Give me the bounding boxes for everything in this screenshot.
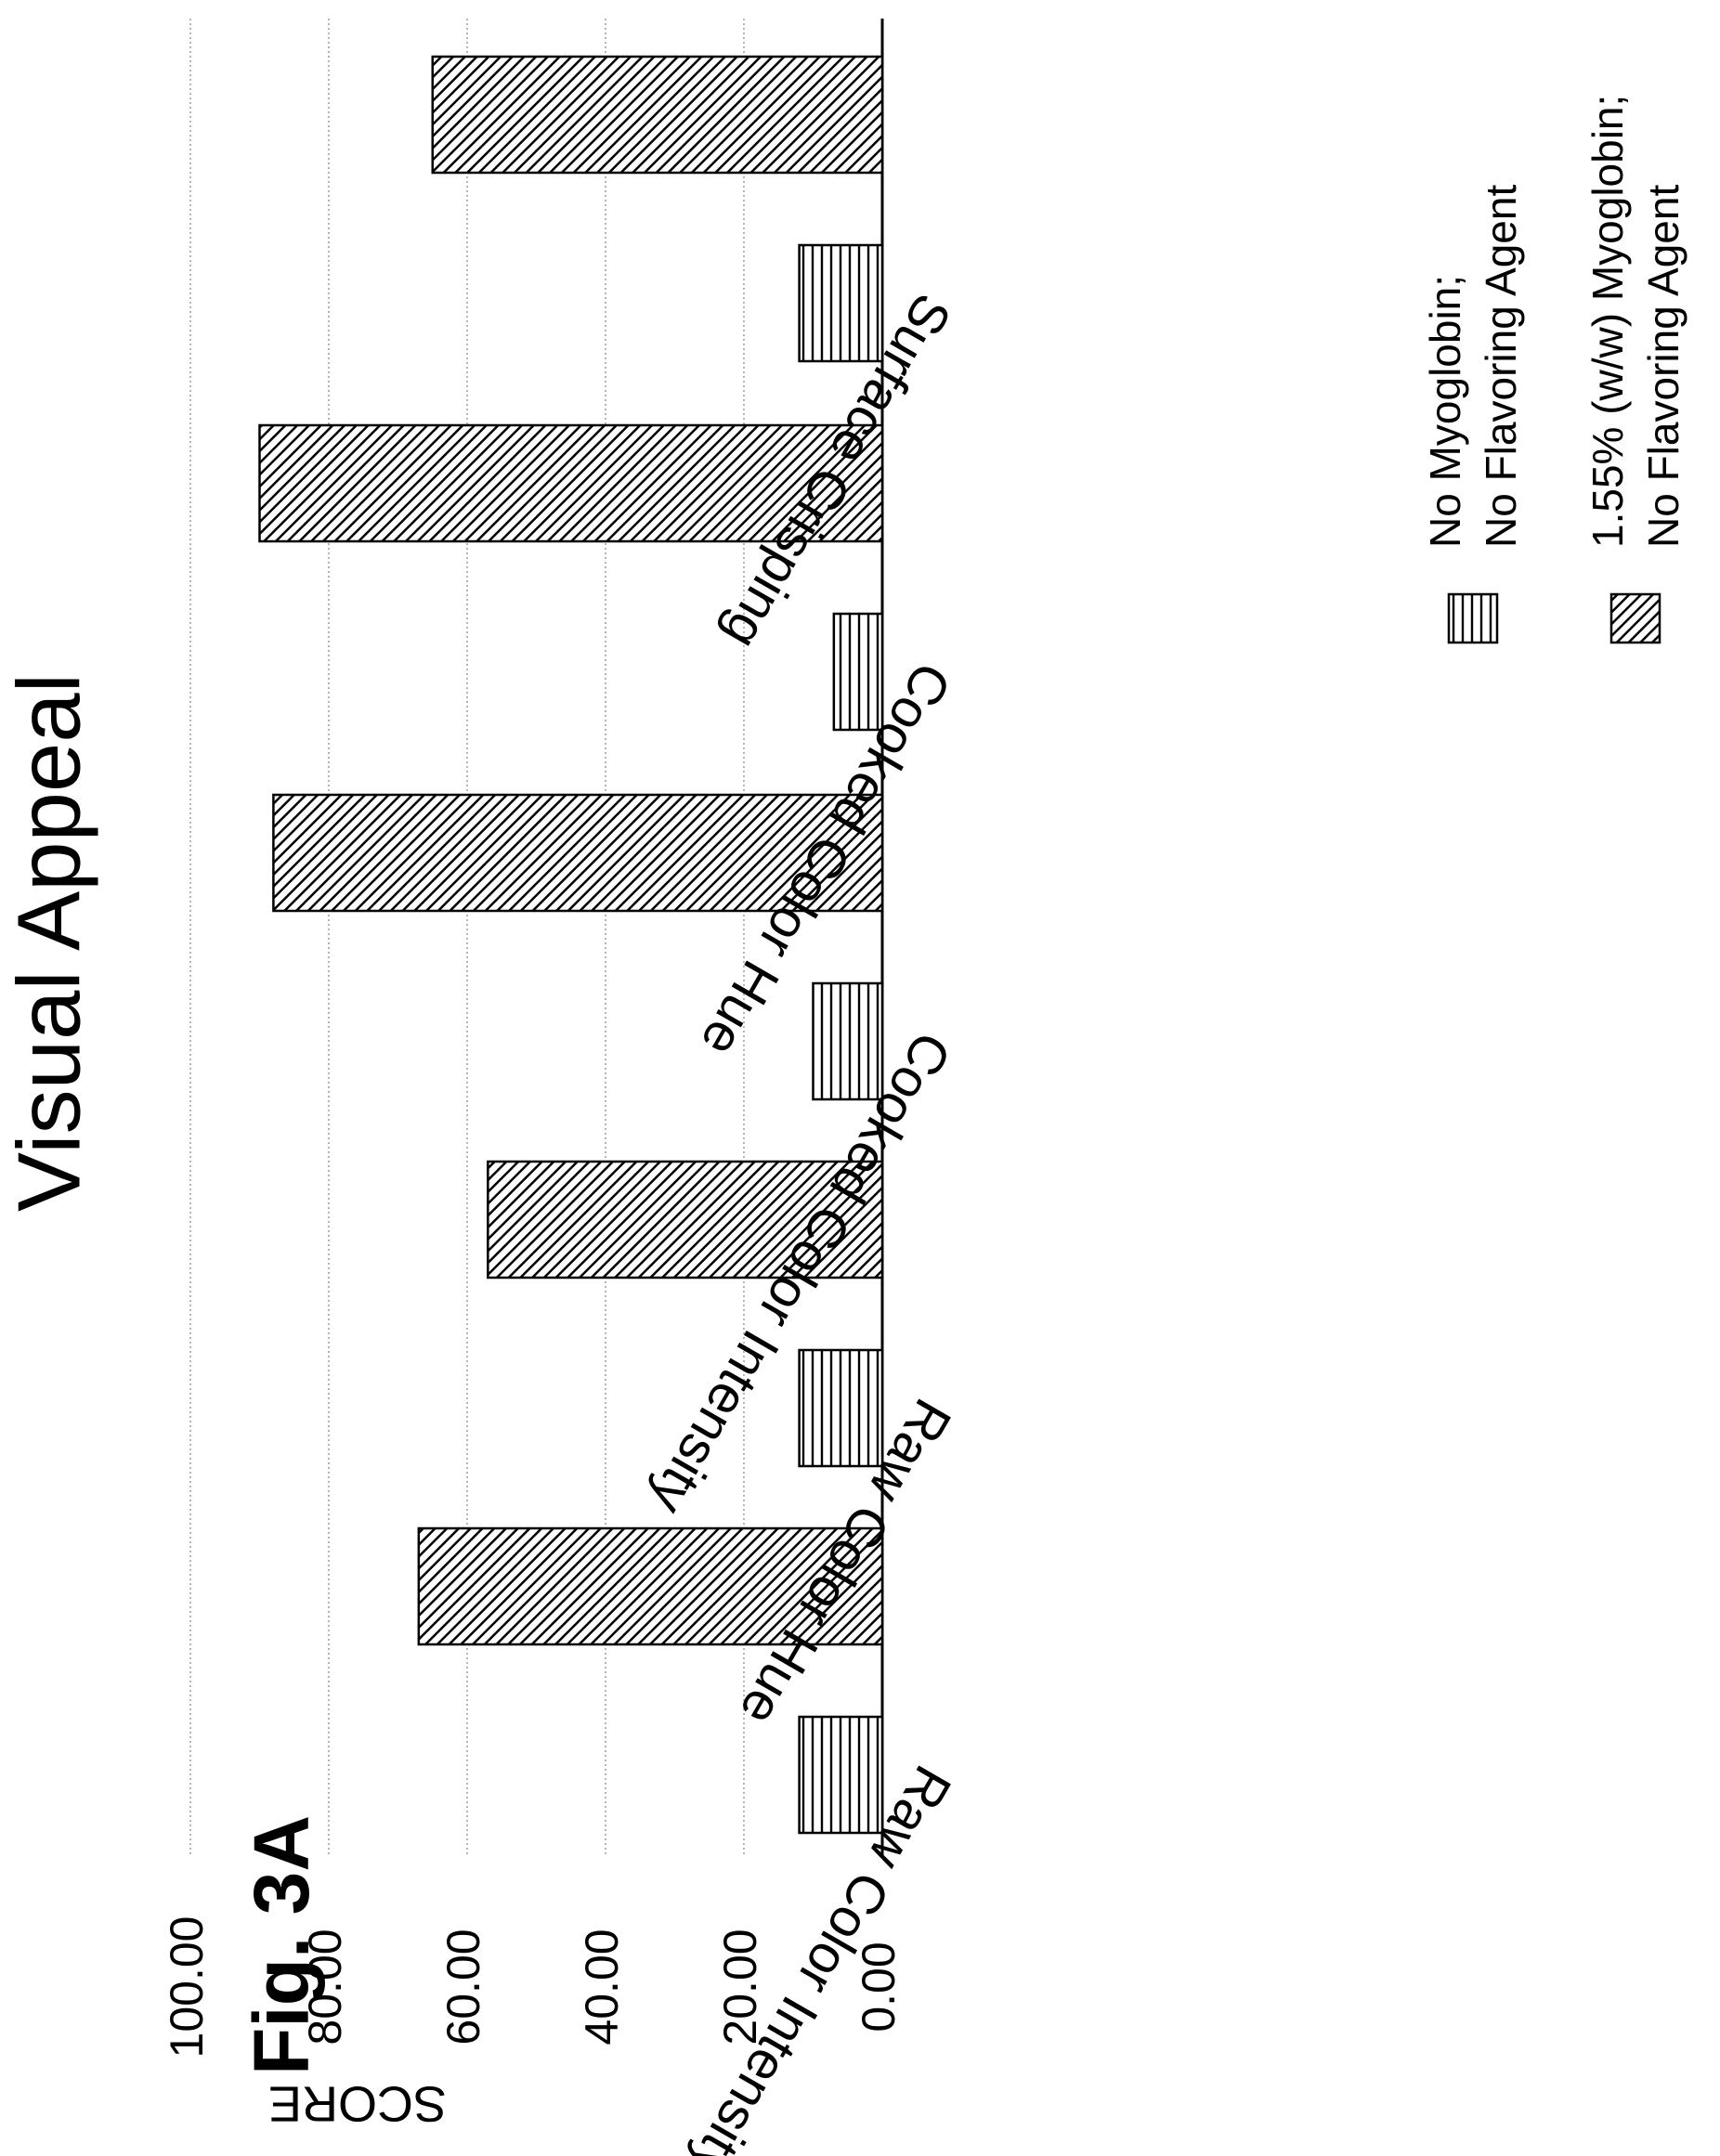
bar: [832, 612, 884, 732]
legend-label: 1.55% (w/w) Myoglobin; No Flavoring Agent: [1583, 95, 1687, 548]
bar: [798, 1348, 884, 1468]
y-tick-label: 0.00: [853, 1942, 905, 2032]
plot-area: 0.00 20.00 40.00 60.00 80.00 100.00: [161, 19, 905, 2058]
legend-label-line: No Myoglobin;: [1421, 275, 1469, 548]
y-tick-label: 60.00: [437, 1929, 489, 2045]
y-tick-label: 100.00: [161, 1916, 213, 2059]
legend: No Myoglobin; No Flavoring Agent 1.55% (w/…: [1421, 95, 1687, 644]
bar: [812, 981, 884, 1101]
legend-label-line: 1.55% (w/w) Myoglobin;: [1583, 95, 1632, 548]
legend-label: No Myoglobin; No Flavoring Agent: [1421, 185, 1525, 548]
legend-swatch: [1609, 592, 1661, 644]
y-tick-label: 80.00: [299, 1929, 351, 2045]
legend-label-line: No Flavoring Agent: [1477, 185, 1525, 548]
bar: [798, 243, 884, 363]
figure-label: Fig. 3A: [238, 1815, 325, 2075]
bar: [258, 423, 884, 543]
legend-label-line: No Flavoring Agent: [1639, 185, 1687, 548]
bar: [272, 793, 884, 913]
y-axis-label: SCORE: [268, 2076, 447, 2132]
chart-title: Visual Appeal: [0, 673, 98, 1212]
bar: [417, 1526, 884, 1646]
y-tick-label: 20.00: [714, 1929, 766, 2045]
bar: [798, 1715, 884, 1835]
y-tick-label: 40.00: [576, 1929, 628, 2045]
bar: [431, 55, 884, 175]
legend-swatch: [1447, 592, 1499, 644]
bar: [487, 1160, 884, 1279]
